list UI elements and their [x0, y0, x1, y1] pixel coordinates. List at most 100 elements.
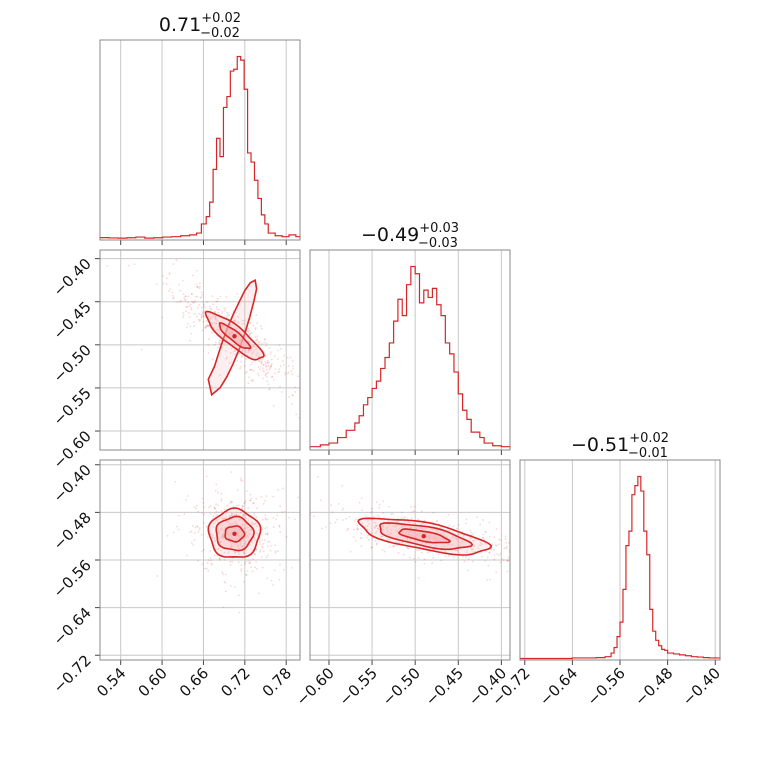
sample-point — [197, 286, 199, 289]
sample-point — [204, 306, 206, 309]
sample-point — [410, 525, 413, 528]
sample-point — [254, 553, 257, 556]
sample-point — [497, 543, 500, 546]
sample-point — [393, 544, 396, 547]
hist-panel-1-frame — [309, 249, 511, 451]
sample-point — [470, 548, 473, 551]
sample-point — [239, 512, 242, 515]
sample-point — [224, 526, 226, 529]
sample-point — [201, 313, 204, 315]
sample-point — [199, 297, 202, 299]
sample-point — [216, 300, 219, 303]
sample-point — [241, 319, 244, 322]
hist-panel-2-frame — [519, 459, 721, 661]
sample-point — [222, 535, 225, 538]
x-tick-label: −0.64 — [536, 664, 581, 709]
sample-point — [249, 333, 251, 336]
sample-point — [214, 310, 217, 313]
sample-point — [252, 351, 255, 354]
density-0 — [106, 250, 300, 419]
sample-point — [262, 550, 265, 553]
sample-point — [219, 342, 221, 345]
sample-point — [406, 546, 409, 549]
sample-point — [214, 507, 216, 510]
sample-point — [201, 293, 203, 296]
title-median: 0.71 — [159, 14, 201, 36]
sample-point — [508, 542, 510, 545]
sample-point — [248, 341, 251, 344]
sample-point — [388, 523, 390, 526]
sample-point — [356, 528, 359, 531]
sample-point — [272, 378, 275, 381]
sample-point — [313, 515, 315, 518]
sample-point — [244, 500, 247, 502]
sample-point — [207, 352, 210, 354]
x-tick-label: 0.66 — [176, 664, 212, 700]
sample-point — [254, 523, 256, 525]
sample-point — [247, 351, 250, 354]
sample-point — [211, 563, 213, 566]
sample-point — [221, 536, 223, 538]
sample-point — [373, 526, 376, 529]
sample-point — [306, 515, 308, 517]
sample-point — [261, 545, 264, 548]
sample-point — [416, 549, 418, 551]
sample-point — [234, 586, 237, 588]
sample-point — [277, 371, 279, 373]
sample-point — [288, 396, 291, 399]
sample-point — [387, 519, 390, 522]
sample-point — [477, 547, 480, 550]
sample-point — [236, 321, 239, 323]
sample-point — [513, 552, 515, 554]
sample-point — [457, 540, 460, 543]
sample-point — [261, 528, 264, 530]
sample-point — [469, 547, 472, 549]
sample-point — [236, 359, 239, 362]
sample-point — [220, 536, 222, 539]
sample-point — [356, 524, 359, 527]
sample-point — [220, 497, 223, 500]
sample-point — [495, 544, 498, 547]
sample-point — [245, 573, 248, 576]
sample-point — [198, 528, 201, 531]
sample-point — [243, 319, 246, 322]
sample-point — [246, 535, 249, 537]
sample-point — [457, 549, 460, 552]
x-tick-label: −0.40 — [679, 664, 724, 709]
sample-point — [457, 552, 460, 554]
sample-point — [499, 552, 502, 555]
sample-point — [491, 543, 494, 546]
sample-point — [392, 524, 395, 527]
sample-point — [231, 542, 234, 545]
sample-point — [210, 532, 212, 535]
sample-point — [365, 516, 368, 519]
sample-point — [240, 539, 243, 542]
sample-point — [418, 549, 421, 551]
sample-point — [198, 282, 201, 285]
sample-point — [278, 525, 281, 528]
sample-point — [254, 336, 257, 339]
sample-point — [217, 346, 220, 349]
sample-point — [246, 569, 249, 572]
sample-point — [256, 352, 259, 355]
sample-point — [262, 357, 265, 360]
sample-point — [227, 540, 230, 543]
sample-point — [226, 314, 229, 317]
sample-point — [240, 511, 242, 514]
sample-point — [488, 551, 491, 554]
sample-point — [245, 517, 248, 520]
sample-point — [500, 539, 502, 542]
sample-point — [423, 562, 426, 565]
sample-point — [495, 528, 498, 530]
sample-point — [212, 515, 215, 518]
sample-point — [219, 342, 222, 345]
sample-point — [445, 535, 448, 538]
sample-point — [198, 287, 201, 290]
sample-point — [360, 536, 363, 539]
sample-point — [221, 312, 224, 315]
sample-point — [221, 524, 224, 527]
sample-point — [265, 342, 268, 345]
sample-point — [210, 562, 213, 565]
sample-point — [498, 554, 501, 557]
sample-point — [270, 364, 273, 367]
